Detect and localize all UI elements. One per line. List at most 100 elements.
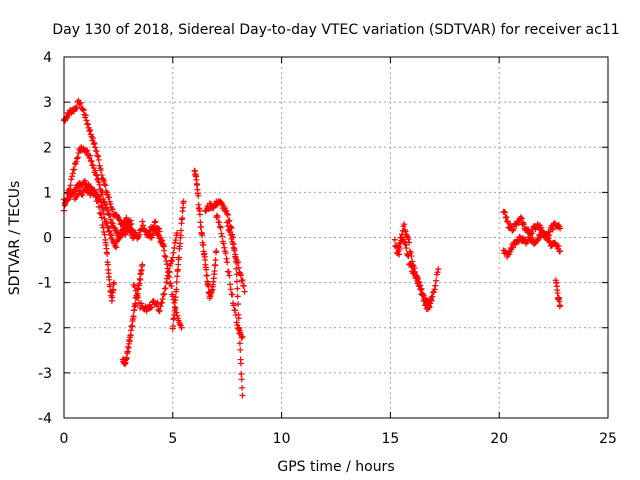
data-point [107, 216, 114, 223]
data-point [137, 276, 144, 283]
data-point [159, 296, 166, 303]
data-point [174, 273, 181, 280]
data-point [403, 245, 410, 252]
data-point [95, 179, 102, 186]
x-tick-label: 25 [599, 431, 617, 447]
data-point [158, 237, 165, 244]
data-point [169, 254, 176, 261]
data-point [172, 294, 179, 301]
data-point [529, 234, 536, 241]
data-point [97, 199, 104, 206]
data-point [236, 340, 243, 347]
data-point [106, 211, 113, 218]
data-point [224, 259, 231, 266]
data-point [122, 231, 129, 238]
data-point [71, 166, 78, 173]
data-point [235, 301, 242, 308]
data-point [130, 313, 137, 320]
data-point [213, 248, 220, 255]
data-point [195, 192, 202, 199]
data-point [92, 167, 99, 174]
data-point [161, 252, 168, 259]
data-point [134, 294, 141, 301]
data-point [166, 273, 173, 280]
data-point [232, 307, 239, 314]
data-point [100, 224, 107, 231]
data-point [234, 285, 241, 292]
data-point [197, 211, 203, 218]
data-point [237, 329, 244, 336]
data-point [171, 304, 178, 311]
data-point [94, 152, 101, 159]
data-point [528, 230, 535, 237]
data-point [546, 238, 553, 245]
data-point [549, 226, 556, 233]
data-point [408, 263, 415, 270]
y-tick-label: 0 [43, 231, 52, 247]
y-tick-label: 4 [43, 50, 52, 66]
data-point [69, 170, 76, 177]
data-point [148, 304, 155, 311]
data-point [211, 268, 218, 275]
data-point [116, 216, 123, 223]
data-point [127, 217, 134, 224]
data-point [101, 181, 108, 188]
data-point [166, 268, 173, 275]
data-point [100, 229, 107, 236]
data-point [105, 194, 112, 201]
data-point [145, 231, 152, 238]
data-point [139, 218, 146, 225]
data-point [105, 224, 112, 231]
data-point [180, 198, 187, 205]
y-tick-label: 3 [43, 95, 52, 111]
data-point [218, 199, 225, 206]
data-point [425, 305, 432, 312]
data-point [235, 259, 242, 266]
data-point [129, 230, 136, 237]
data-point [170, 249, 177, 256]
data-point [109, 294, 116, 301]
data-point [238, 376, 245, 383]
data-point [107, 200, 114, 207]
data-point [78, 191, 85, 198]
data-point [407, 260, 414, 267]
data-point [502, 209, 509, 216]
data-point [109, 206, 116, 213]
data-point [103, 220, 110, 227]
data-point [239, 276, 246, 283]
data-point [113, 228, 120, 235]
y-tick-label: -1 [38, 276, 52, 292]
data-point [132, 287, 139, 294]
y-axis-label: SDTVAR / TECUs [7, 181, 23, 296]
data-point [86, 128, 93, 135]
data-point [139, 261, 146, 268]
data-point [232, 251, 239, 258]
data-point [157, 303, 164, 310]
data-point [518, 215, 525, 222]
data-point [179, 215, 186, 222]
y-tick-label: 1 [43, 185, 52, 201]
data-point [402, 241, 409, 248]
data-point [73, 158, 80, 165]
data-point [402, 228, 409, 235]
data-point [542, 230, 549, 237]
data-point [236, 269, 243, 276]
data-point [227, 232, 234, 239]
data-point [401, 221, 408, 228]
data-point [178, 227, 185, 234]
data-point [234, 293, 241, 300]
data-point [169, 258, 176, 265]
data-point [224, 210, 231, 217]
data-point [99, 189, 106, 196]
data-point [216, 219, 223, 226]
data-point [124, 224, 131, 231]
data-point [79, 192, 86, 199]
data-point [111, 224, 118, 231]
data-point [225, 268, 232, 275]
data-point [88, 158, 95, 165]
data-point [156, 225, 163, 232]
data-point [164, 265, 171, 272]
data-point [203, 266, 210, 273]
x-tick-label: 15 [381, 431, 399, 447]
